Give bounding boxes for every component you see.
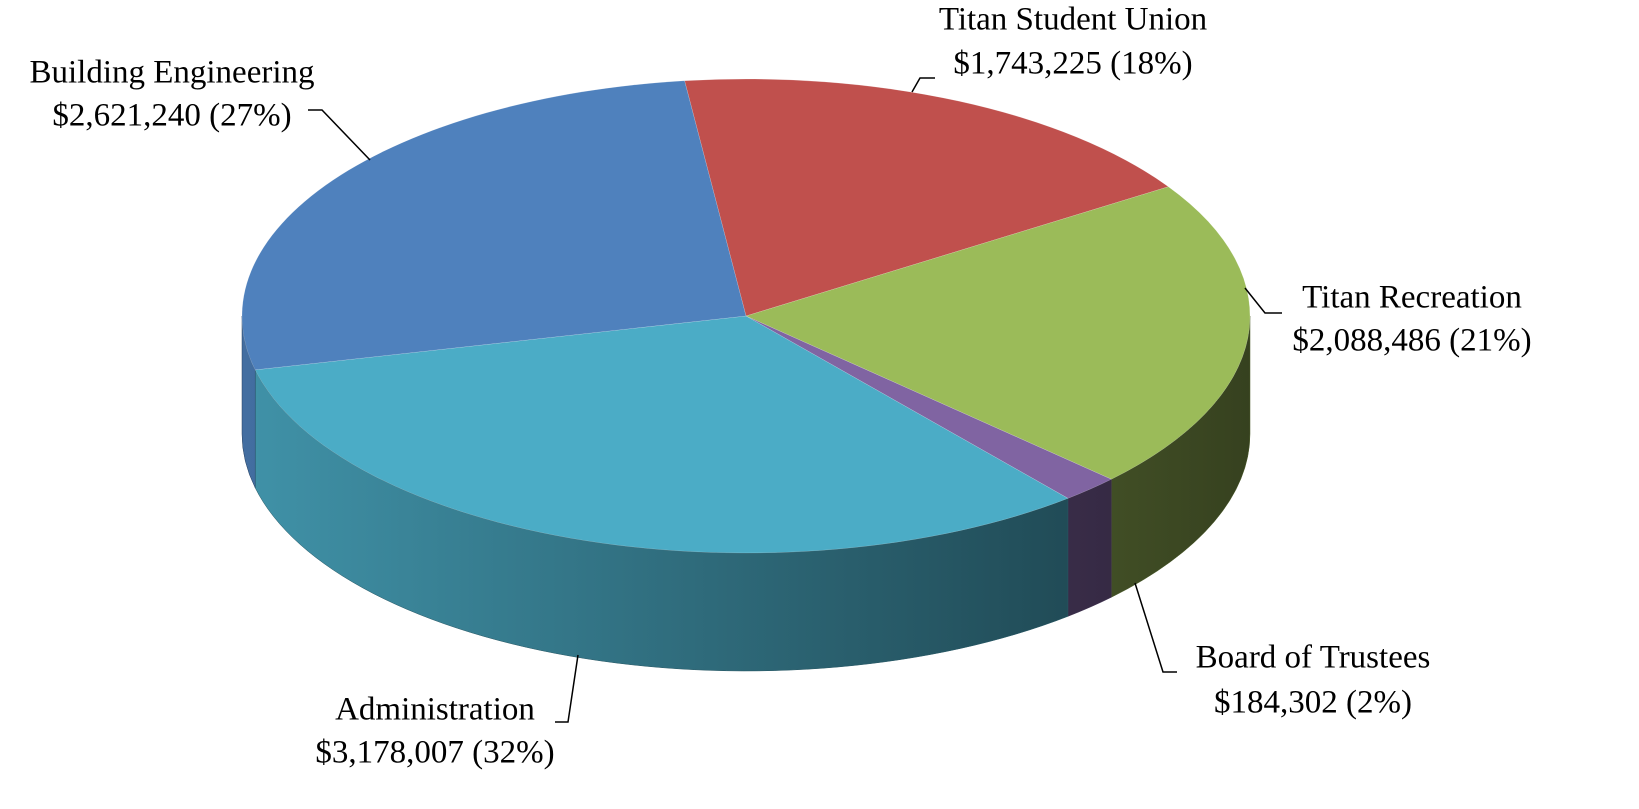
pie-slice	[254, 315, 1069, 554]
pie-tops	[241, 78, 1251, 554]
leader-line	[911, 77, 935, 93]
leader-line	[555, 654, 579, 723]
leader-line	[1134, 582, 1177, 673]
label-value: $1,743,225 (18%)	[953, 46, 1192, 82]
label-name: Building Engineering	[29, 55, 314, 91]
pie-side	[1067, 478, 1112, 617]
label-name: Titan Recreation	[1302, 280, 1522, 316]
pie-slice	[745, 186, 1251, 480]
data-labels: Titan Student Union $1,743,225 (18%) Titan…	[29, 2, 1531, 771]
pie-slice	[745, 315, 1112, 499]
pie-slice	[684, 78, 1169, 317]
label-name: Titan Student Union	[939, 2, 1207, 38]
leader-line	[308, 109, 371, 161]
label-value: $2,088,486 (21%)	[1292, 323, 1531, 359]
pie-slice	[241, 80, 747, 371]
label-value: $3,178,007 (32%)	[315, 735, 554, 771]
label-name: Board of Trustees	[1196, 640, 1431, 676]
label-name: Administration	[335, 692, 535, 728]
label-value: $184,302 (2%)	[1214, 685, 1412, 721]
leader-line	[1244, 287, 1282, 314]
label-value: $2,621,240 (27%)	[52, 98, 291, 134]
